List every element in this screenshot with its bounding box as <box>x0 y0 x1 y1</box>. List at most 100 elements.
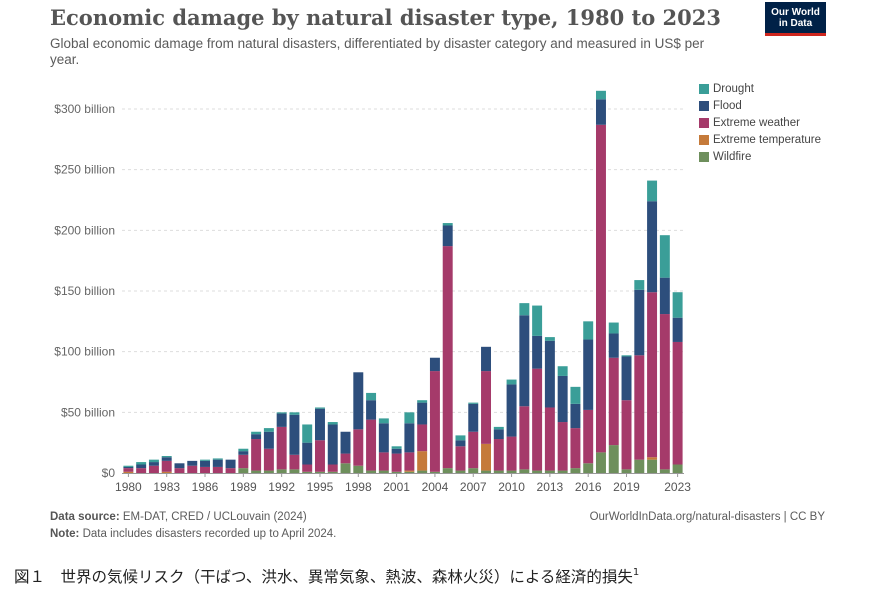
bar-wildfire <box>455 470 466 473</box>
bar-drought <box>583 321 594 340</box>
bar-drought <box>557 366 568 376</box>
bar-drought <box>404 412 415 424</box>
bar-flood <box>161 457 172 461</box>
bar-flood <box>174 463 185 469</box>
x-tick-label: 2010 <box>498 480 525 494</box>
bar-flood <box>289 414 300 455</box>
bar-drought <box>519 303 530 316</box>
bar-extreme_weather <box>161 460 172 472</box>
bar-extreme_weather <box>481 371 492 444</box>
bar-flood <box>378 423 389 453</box>
bar-drought <box>238 448 249 452</box>
bar-extreme_weather <box>544 407 555 471</box>
bar-wildfire <box>276 469 287 473</box>
bar-flood <box>672 317 683 342</box>
bar-wildfire <box>429 471 440 473</box>
bar-extreme_weather <box>570 428 581 469</box>
x-tick-label: 1992 <box>268 480 295 494</box>
bar-flood <box>557 375 568 423</box>
bar-extreme_weather <box>340 453 351 464</box>
bar-flood <box>634 289 645 356</box>
bar-extreme_weather <box>174 468 185 473</box>
bar-extreme_temperature <box>161 471 172 473</box>
bar-flood <box>519 315 530 407</box>
bar-extreme_weather <box>621 400 632 470</box>
bar-flood <box>187 460 198 466</box>
bar-wildfire <box>314 471 325 473</box>
x-tick-label: 2004 <box>422 480 449 494</box>
bar-wildfire <box>468 468 479 473</box>
bar-extreme_weather <box>123 468 134 472</box>
bar-drought <box>136 462 147 465</box>
bar-extreme_weather <box>136 468 147 473</box>
bar-flood <box>238 451 249 455</box>
legend-swatch <box>699 118 709 128</box>
bar-flood <box>608 333 619 358</box>
bar-extreme_weather <box>391 453 402 472</box>
bar-extreme_weather <box>366 419 377 471</box>
bar-drought <box>366 392 377 401</box>
bar-extreme_weather <box>583 409 594 464</box>
bar-extreme_weather <box>263 448 274 471</box>
bar-flood <box>481 346 492 372</box>
bar-flood <box>570 403 581 429</box>
figure-caption-text: 図１ 世界の気候リスク（干ばつ、洪水、異常気象、熱波、森林火災）による経済的損失 <box>14 568 633 586</box>
bar-extreme_weather <box>314 440 325 472</box>
bar-wildfire <box>404 471 415 473</box>
bar-flood <box>659 277 670 315</box>
bar-flood <box>225 459 236 469</box>
bar-wildfire <box>608 445 619 473</box>
bar-drought <box>570 386 581 404</box>
bar-drought <box>493 426 504 430</box>
owid-logo[interactable]: Our World in Data <box>765 2 826 36</box>
bar-extreme_weather <box>659 314 670 470</box>
bar-extreme_weather <box>519 406 530 470</box>
legend-swatch <box>699 135 709 145</box>
y-tick-label: $50 billion <box>61 405 115 419</box>
bar-wildfire <box>366 470 377 473</box>
bar-drought <box>378 418 389 424</box>
bar-drought <box>595 90 606 100</box>
logo-line-2: in Data <box>778 18 813 29</box>
bar-extreme_weather <box>647 292 658 458</box>
x-tick-label: 2023 <box>664 480 691 494</box>
bar-drought <box>327 422 338 425</box>
x-tick-label: 1989 <box>230 480 257 494</box>
bar-wildfire <box>391 471 402 473</box>
bar-flood <box>212 459 223 467</box>
legend-swatch <box>699 152 709 162</box>
legend-label: Wildfire <box>713 151 752 163</box>
bar-drought <box>468 402 479 404</box>
bar-extreme_weather <box>404 452 415 471</box>
footnote-marker: 1 <box>632 567 640 578</box>
figure-caption: 図１ 世界の気候リスク（干ばつ、洪水、異常気象、熱波、森林火災）による経済的損失… <box>14 567 640 586</box>
bar-extreme_weather <box>238 454 249 469</box>
logo-line-1: Our World <box>771 7 820 18</box>
legend-label: Extreme weather <box>713 117 800 129</box>
bar-extreme_temperature <box>481 443 492 471</box>
source-url-link[interactable]: OurWorldInData.org/natural-disasters | C… <box>589 511 825 523</box>
bar-extreme_weather <box>200 466 211 473</box>
chart-title: Economic damage by natural disaster type… <box>50 5 721 30</box>
bar-wildfire <box>532 470 543 473</box>
bar-extreme_weather <box>302 464 313 472</box>
bar-flood <box>404 423 415 453</box>
bar-wildfire <box>417 470 428 473</box>
bar-flood <box>532 335 543 369</box>
data-source-text: EM-DAT, CRED / UCLouvain (2024) <box>122 511 307 523</box>
legend-label: Drought <box>713 83 754 95</box>
y-tick-label: $200 billion <box>54 223 115 237</box>
bar-flood <box>621 356 632 401</box>
note-label: Note: <box>50 528 80 540</box>
bar-flood <box>544 340 555 408</box>
bar-extreme_weather <box>506 436 517 471</box>
bar-drought <box>289 412 300 415</box>
bar-wildfire <box>481 470 492 473</box>
bar-wildfire <box>289 469 300 473</box>
bar-drought <box>634 280 645 290</box>
bar-flood <box>391 448 402 454</box>
bar-flood <box>455 440 466 447</box>
note-text: Data includes disasters recorded up to A… <box>82 528 337 540</box>
bar-drought <box>544 337 555 341</box>
